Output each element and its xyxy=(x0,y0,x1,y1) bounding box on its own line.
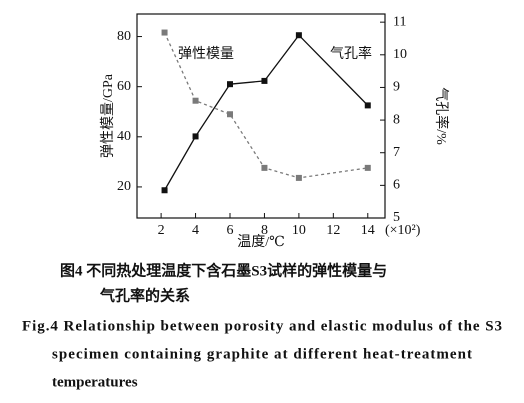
caption-en: specimen containing graphite at differen… xyxy=(52,346,472,362)
y2-tick-label: 10 xyxy=(393,47,407,62)
x-tick-label: 4 xyxy=(192,223,199,238)
x-tick-label: 12 xyxy=(326,223,340,238)
data-point xyxy=(192,97,199,104)
data-point xyxy=(227,81,233,88)
data-point xyxy=(295,32,302,39)
y-tick-label: 20 xyxy=(117,179,131,194)
y2-tick-label: 11 xyxy=(393,14,406,29)
data-point xyxy=(364,102,371,109)
x-axis-label: 温度/℃ xyxy=(237,234,285,250)
series-label: 弹性模量 xyxy=(178,46,234,62)
y-tick-label: 60 xyxy=(117,79,131,94)
x-tick-label: 14 xyxy=(361,223,375,238)
x-tick-label: 10 xyxy=(292,223,306,238)
y2-tick-label: 8 xyxy=(393,112,400,127)
series-line xyxy=(163,32,368,179)
x-tick-label: 6 xyxy=(227,223,234,238)
y2-tick-label: 5 xyxy=(393,210,400,225)
data-point xyxy=(192,133,199,140)
plot-frame xyxy=(136,13,386,219)
data-point xyxy=(261,164,268,171)
data-point xyxy=(227,111,233,118)
data-point xyxy=(161,29,168,36)
series-line xyxy=(163,34,369,191)
caption-zh: 图4 不同热处理温度下含石墨S3试样的弹性模量与 xyxy=(60,261,387,279)
y2-axis-label: 气孔率/% xyxy=(433,87,450,145)
caption-en: temperatures xyxy=(52,374,138,390)
y-tick-label: 80 xyxy=(117,29,131,44)
caption-en: Fig.4 Relationship between porosity and … xyxy=(22,318,502,334)
y-tick-label: 40 xyxy=(117,129,131,144)
series-label: 气孔率 xyxy=(330,45,372,62)
y-axis-label: 弹性模量/GPa xyxy=(100,73,116,158)
y2-tick-label: 9 xyxy=(393,80,400,95)
x-tick-label: 2 xyxy=(158,223,165,238)
y2-tick-label: 6 xyxy=(393,178,400,193)
caption-zh: 气孔率的关系 xyxy=(99,286,190,304)
y2-tick-label: 7 xyxy=(393,145,400,160)
x-tick-label: 8 xyxy=(261,223,268,238)
x-unit: (×10²) xyxy=(385,223,421,238)
data-point xyxy=(364,164,371,171)
data-point xyxy=(261,77,268,84)
data-point xyxy=(161,187,168,194)
data-point xyxy=(295,174,302,181)
